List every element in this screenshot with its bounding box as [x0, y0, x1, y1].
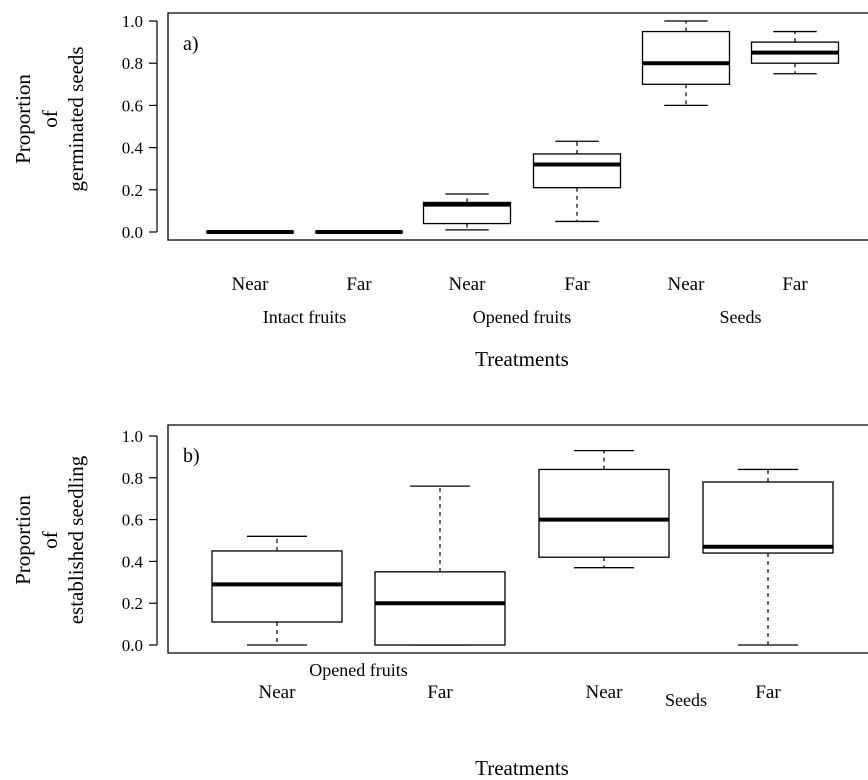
box-seeds-near [641, 20, 731, 107]
y-tick-label: 0.6 [122, 96, 143, 115]
y-axis-label: Proportion [11, 74, 35, 164]
x-group-label: Opened fruits [309, 660, 407, 680]
iqr-box [374, 571, 506, 646]
x-category-label: Near [668, 274, 706, 295]
y-axis-label: of [38, 110, 62, 128]
y-tick-label: 1.0 [122, 427, 143, 446]
panel-label: a) [183, 33, 199, 55]
y-axis-label: established seedling [64, 455, 88, 624]
y-tick-label: 0.4 [122, 139, 144, 158]
iqr-box [422, 201, 512, 225]
x-category-label: Far [346, 274, 372, 295]
iqr-box [702, 481, 834, 554]
x-category-label: Near [449, 274, 487, 295]
iqr-box [538, 468, 670, 558]
x-category-label: Near [232, 274, 270, 295]
plot-frame [167, 12, 868, 241]
x-group-label: Seeds [665, 690, 707, 710]
y-tick-label: 0.6 [122, 511, 143, 530]
x-category-label: Far [564, 274, 590, 295]
box-opened-fruits-near [211, 535, 343, 646]
panel-a: 0.0 0.2 0.4 0.6 0.8 1.0 Proportion of germinated… [11, 12, 868, 371]
x-group-label: Seeds [720, 307, 762, 327]
y-tick-label: 0.4 [122, 552, 144, 571]
y-tick-label: 0.2 [122, 181, 143, 200]
y-axis-label: germinated seeds [64, 46, 88, 191]
iqr-box [641, 30, 731, 85]
panel-b: 0.0 0.2 0.4 0.6 0.8 1.0 Proportion of establishe… [11, 424, 868, 780]
y-tick-label: 0.0 [122, 223, 143, 242]
x-group-label: Opened fruits [473, 307, 571, 327]
panel-label: b) [183, 445, 200, 467]
y-tick-label: 1.0 [122, 12, 143, 31]
box-seeds-near [538, 449, 670, 569]
y-tick-label: 0.8 [122, 54, 143, 73]
box-opened-fruits-far [374, 485, 506, 646]
box-seeds-far [702, 468, 834, 646]
y-tick-label: 0.0 [122, 636, 143, 655]
x-category-label: Near [259, 682, 297, 703]
x-category-label: Far [782, 274, 808, 295]
plot-frame [167, 424, 868, 654]
x-axis-title: Treatments [475, 347, 569, 371]
box-opened-fruits-near [422, 193, 512, 231]
iqr-box [211, 550, 343, 623]
y-axis-label: Proportion [11, 495, 35, 585]
box-opened-fruits-far [532, 140, 622, 223]
x-category-label: Far [755, 682, 781, 703]
x-group-label: Intact fruits [263, 307, 346, 327]
y-tick-label: 0.2 [122, 594, 143, 613]
x-category-label: Near [586, 682, 624, 703]
y-axis-label: of [38, 531, 62, 549]
x-category-label: Far [427, 682, 453, 703]
y-tick-label: 0.8 [122, 469, 143, 488]
iqr-box [532, 153, 622, 189]
x-axis-title: Treatments [475, 756, 569, 780]
box-seeds-far [750, 30, 840, 75]
